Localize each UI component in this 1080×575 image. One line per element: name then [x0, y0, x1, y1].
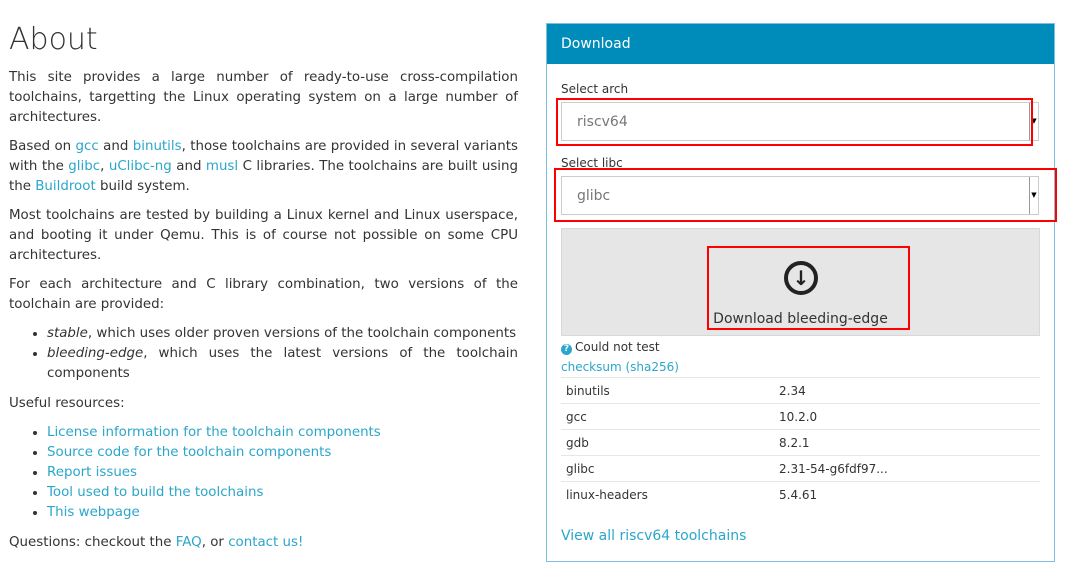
list-item: Source code for the toolchain components: [47, 443, 518, 463]
variant-desc: , which uses older proven versions of th…: [87, 326, 517, 341]
text: Questions: checkout the: [9, 535, 176, 550]
intro-paragraph: This site provides a large number of rea…: [9, 70, 518, 125]
gcc-link[interactable]: gcc: [75, 139, 99, 154]
package-name: gdb: [561, 429, 774, 456]
table-row: gdb 8.2.1: [561, 429, 1040, 456]
view-all-toolchains-link[interactable]: View all riscv64 toolchains: [561, 528, 747, 544]
download-button[interactable]: ↓ Download bleeding-edge: [561, 228, 1040, 336]
list-item: License information for the toolchain co…: [47, 423, 518, 443]
dropdown-arrow-icon[interactable]: ▼: [1029, 177, 1038, 214]
package-name: gcc: [561, 403, 774, 430]
package-version: 10.2.0: [774, 403, 1040, 430]
variant-name: bleeding-edge: [47, 346, 144, 361]
package-version: 5.4.61: [774, 481, 1040, 508]
libc-select[interactable]: glibc ▼: [561, 176, 1039, 215]
question-icon: ?: [561, 344, 572, 355]
download-panel: Download Select arch riscv64 ▼ Select lib…: [546, 23, 1055, 562]
variants-paragraph: Based on gcc and binutils, those toolcha…: [9, 137, 518, 197]
table-row: gcc 10.2.0: [561, 403, 1040, 430]
package-name: binutils: [561, 377, 774, 404]
build-tool-link[interactable]: Tool used to build the toolchains: [47, 485, 264, 500]
versions-paragraph: For each architecture and C library comb…: [9, 277, 518, 312]
musl-link[interactable]: musl: [205, 159, 239, 174]
text: ,: [100, 159, 109, 174]
list-item: Tool used to build the toolchains: [47, 483, 518, 503]
glibc-link[interactable]: glibc: [68, 159, 101, 174]
status-text: Could not test: [575, 340, 660, 354]
arch-select[interactable]: riscv64 ▼: [561, 102, 1039, 141]
source-code-link[interactable]: Source code for the toolchain components: [47, 445, 332, 460]
download-label: Download bleeding-edge: [713, 311, 888, 327]
report-issues-link[interactable]: Report issues: [47, 465, 138, 480]
variant-name: stable: [47, 326, 88, 341]
package-version: 8.2.1: [774, 429, 1040, 456]
list-item: This webpage: [47, 503, 518, 523]
libc-label: Select libc: [561, 156, 623, 170]
variant-desc: , which uses the latest versions of the …: [47, 346, 518, 381]
license-link[interactable]: License information for the toolchain co…: [47, 425, 381, 440]
contact-link[interactable]: contact us!: [228, 535, 304, 550]
buildroot-link[interactable]: Buildroot: [35, 179, 96, 194]
download-circle-icon: ↓: [784, 261, 818, 295]
resources-list: License information for the toolchain co…: [47, 423, 518, 523]
list-item: bleeding-edge, which uses the latest ver…: [47, 344, 518, 384]
table-row: linux-headers 5.4.61: [561, 481, 1040, 508]
table-row: binutils 2.34: [561, 377, 1040, 404]
package-version: 2.34: [774, 377, 1040, 404]
dropdown-arrow-icon[interactable]: ▼: [1029, 103, 1038, 140]
binutils-link[interactable]: binutils: [132, 139, 182, 154]
text: C libraries. The toolchains are built us…: [9, 159, 519, 194]
list-item: stable, which uses older proven versions…: [47, 324, 518, 344]
variant-list: stable, which uses older proven versions…: [47, 324, 518, 384]
text: and: [98, 139, 133, 154]
webpage-link[interactable]: This webpage: [47, 505, 140, 520]
arch-value: riscv64: [577, 114, 628, 130]
list-item: Report issues: [47, 463, 518, 483]
text: build system.: [95, 179, 190, 194]
package-name: glibc: [561, 455, 774, 482]
about-section: About This site provides a large number …: [9, 22, 518, 562]
text: and: [171, 159, 206, 174]
text: Based on: [9, 139, 76, 154]
package-name: linux-headers: [561, 481, 774, 508]
text: , or: [201, 535, 229, 550]
package-version: 2.31-54-g6fdf97...: [774, 455, 1040, 482]
libc-value: glibc: [577, 188, 611, 204]
uclibc-link[interactable]: uClibc-ng: [108, 159, 172, 174]
text: , those toolchains are provided in sever…: [9, 139, 518, 174]
faq-link[interactable]: FAQ: [175, 535, 202, 550]
highlight-box-arch: [556, 98, 1033, 146]
highlight-box-download: [707, 246, 910, 330]
testing-paragraph: Most toolchains are tested by building a…: [9, 208, 518, 263]
test-status: ? Could not test: [561, 340, 660, 355]
panel-header: Download: [547, 24, 1054, 64]
highlight-box-libc: [554, 168, 1057, 222]
package-versions-table: binutils 2.34 gcc 10.2.0 gdb 8.2.1 glibc 2.3…: [561, 377, 1040, 508]
checksum-link[interactable]: checksum (sha256): [561, 360, 679, 374]
arch-label: Select arch: [561, 82, 629, 96]
table-row: glibc 2.31-54-g6fdf97...: [561, 455, 1040, 482]
resources-label: Useful resources:: [9, 396, 125, 411]
page-title: About: [9, 22, 98, 57]
questions-line: Questions: checkout the FAQ, or contact …: [9, 533, 518, 553]
